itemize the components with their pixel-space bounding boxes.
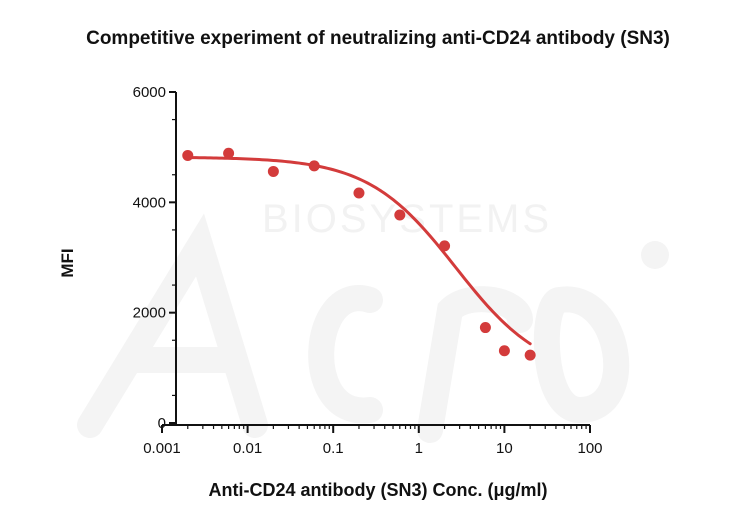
x-tick-label: 0.1	[323, 440, 344, 457]
chart-title: Competitive experiment of neutralizing a…	[86, 28, 670, 49]
data-point	[223, 147, 235, 159]
y-tick-label: 6000	[133, 84, 166, 101]
x-tick-label: 0.01	[233, 440, 262, 457]
fit-curve	[186, 156, 532, 346]
y-tick-label: 0	[158, 415, 166, 432]
watermark-logo	[77, 213, 630, 443]
fit-line	[186, 156, 532, 346]
watermark-dot	[641, 241, 669, 269]
data-point	[479, 322, 491, 334]
y-tick-label: 2000	[133, 305, 166, 322]
axes: 0 2000 4000 6000 0.001 0.01 0.1 1 10 100	[133, 84, 603, 457]
data-point	[353, 187, 365, 199]
watermark: BIOSYSTEMS	[77, 197, 669, 443]
data-point	[394, 209, 406, 221]
watermark-text: BIOSYSTEMS	[262, 197, 552, 241]
x-tick-label: 10	[496, 440, 513, 457]
data-point	[267, 165, 279, 177]
data-points	[182, 147, 536, 361]
data-point	[308, 160, 320, 172]
x-tick-label: 100	[577, 440, 602, 457]
y-tick-label: 4000	[133, 194, 166, 211]
data-point	[524, 349, 536, 361]
data-point	[498, 345, 510, 357]
x-axis-label: Anti-CD24 antibody (SN3) Conc. (μg/ml)	[208, 480, 548, 500]
x-tick-label: 0.001	[143, 440, 181, 457]
data-point	[182, 149, 194, 161]
x-tick-label: 1	[415, 440, 423, 457]
data-point	[439, 240, 451, 252]
